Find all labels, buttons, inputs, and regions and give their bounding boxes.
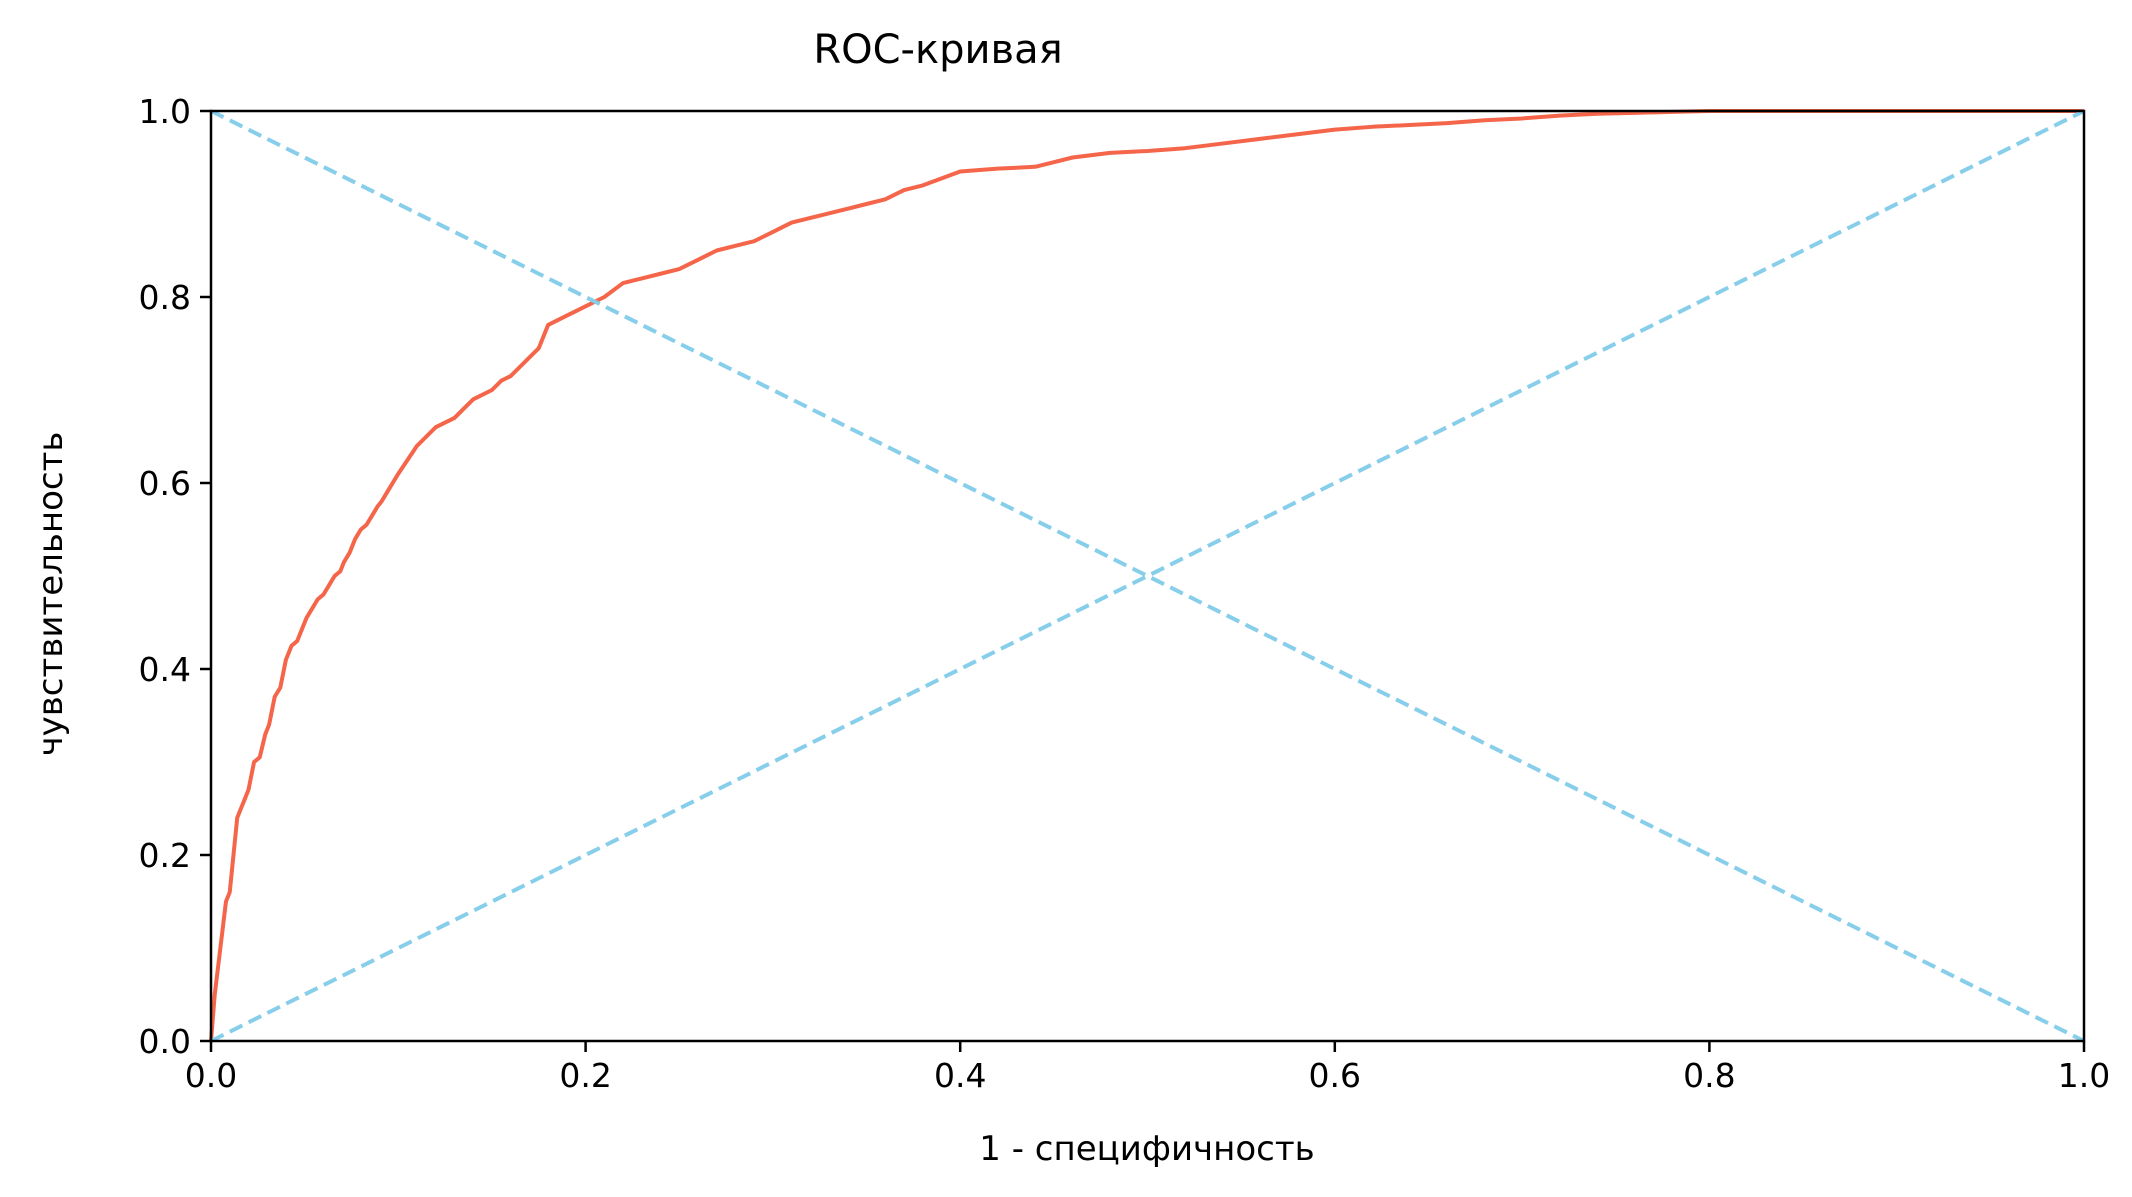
x-axis-ticks: 0.0 0.2 0.4 0.6 0.8 1.0 (185, 1041, 2110, 1095)
x-tick-label: 0.4 (934, 1056, 986, 1095)
y-tick-label: 0.8 (139, 278, 191, 317)
plot-frame (209, 109, 2086, 1043)
x-tick-label: 0.8 (1683, 1056, 1735, 1095)
x-tick-label: 0.0 (185, 1056, 237, 1095)
y-axis-ticks: 0.0 0.2 0.4 0.6 0.8 1.0 (139, 92, 211, 1061)
y-tick-label: 1.0 (139, 92, 191, 131)
x-tick-label: 1.0 (2058, 1056, 2110, 1095)
y-tick-label: 0.2 (139, 836, 191, 875)
diagonal-reference-line (210, 109, 2085, 1043)
anti-diagonal-reference-line (210, 109, 2085, 1043)
y-tick-label: 0.6 (139, 464, 191, 503)
x-tick-label: 0.6 (1309, 1056, 1361, 1095)
y-tick-label: 0.0 (139, 1022, 191, 1061)
x-axis-label: 1 - специфичность (979, 1129, 1314, 1169)
roc-curve-line (209, 109, 2084, 1042)
series-layer (209, 109, 2085, 1043)
chart-title: ROC-кривая (813, 27, 1062, 73)
y-axis-label: чувствительность (31, 432, 71, 757)
x-tick-label: 0.2 (559, 1056, 611, 1095)
y-tick-label: 0.4 (139, 650, 191, 689)
